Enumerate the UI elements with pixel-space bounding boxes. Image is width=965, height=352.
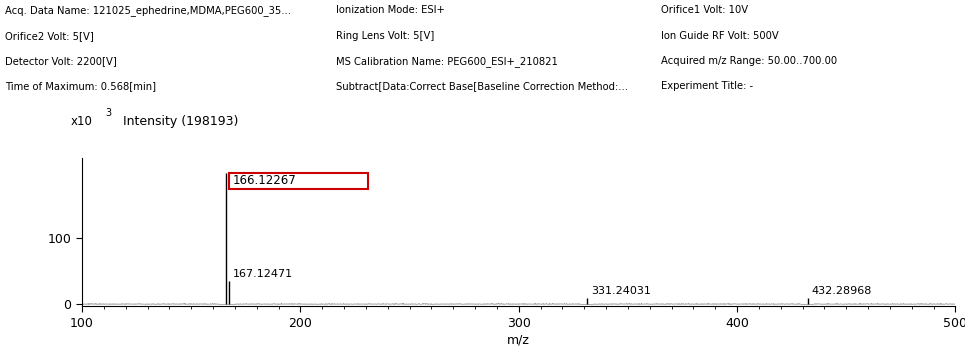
Text: 432.28968: 432.28968 (812, 286, 872, 296)
Text: 166.12267: 166.12267 (233, 174, 296, 187)
Text: Acq. Data Name: 121025_ephedrine,MDMA,PEG600_35...: Acq. Data Name: 121025_ephedrine,MDMA,PE… (5, 5, 290, 16)
Text: Experiment Title: -: Experiment Title: - (661, 81, 753, 91)
Text: Time of Maximum: 0.568[min]: Time of Maximum: 0.568[min] (5, 81, 155, 91)
Text: Acquired m/z Range: 50.00..700.00: Acquired m/z Range: 50.00..700.00 (661, 56, 838, 66)
Text: x10: x10 (70, 115, 93, 128)
Text: 3: 3 (105, 108, 111, 118)
Text: Ion Guide RF Volt: 500V: Ion Guide RF Volt: 500V (661, 31, 779, 40)
Text: Orifice1 Volt: 10V: Orifice1 Volt: 10V (661, 5, 748, 15)
Text: MS Calibration Name: PEG600_ESI+_210821: MS Calibration Name: PEG600_ESI+_210821 (336, 56, 558, 67)
Bar (229, 174, 369, 189)
Text: Detector Volt: 2200[V]: Detector Volt: 2200[V] (5, 56, 117, 66)
Text: Intensity (198193): Intensity (198193) (115, 115, 238, 128)
Text: Ionization Mode: ESI+: Ionization Mode: ESI+ (336, 5, 445, 15)
Text: Orifice2 Volt: 5[V]: Orifice2 Volt: 5[V] (5, 31, 94, 40)
Text: Subtract[Data:Correct Base[Baseline Correction Method:...: Subtract[Data:Correct Base[Baseline Corr… (336, 81, 628, 91)
X-axis label: m/z: m/z (508, 334, 530, 347)
Text: 167.12471: 167.12471 (233, 269, 293, 279)
Text: Ring Lens Volt: 5[V]: Ring Lens Volt: 5[V] (336, 31, 434, 40)
Text: 331.24031: 331.24031 (592, 285, 651, 296)
